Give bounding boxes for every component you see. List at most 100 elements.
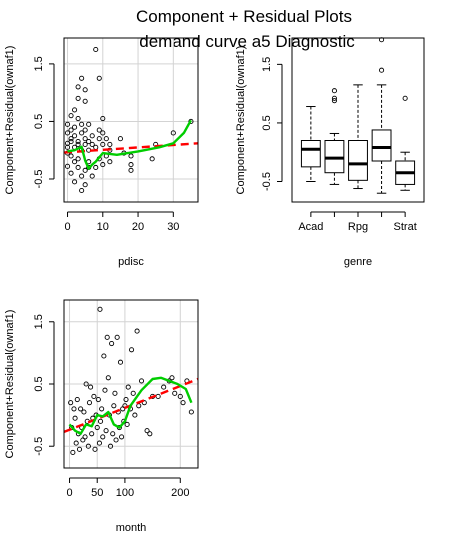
figure-title: Component + Residual Plots bbox=[136, 7, 352, 26]
data-point bbox=[109, 341, 115, 347]
data-point bbox=[128, 167, 134, 173]
data-point bbox=[64, 163, 71, 169]
data-point bbox=[82, 98, 88, 104]
data-point bbox=[96, 127, 102, 133]
y-tick-label: 0.5 bbox=[261, 115, 273, 130]
data-point bbox=[138, 378, 145, 384]
data-point bbox=[125, 384, 131, 390]
data-point bbox=[111, 403, 117, 409]
plot-frame bbox=[63, 299, 199, 469]
data-point bbox=[110, 431, 116, 437]
data-point bbox=[71, 406, 77, 412]
data-point bbox=[75, 84, 81, 90]
panel-pdisc: -0.5 0.5 1.5 Component+Residual(ownaf1) 0 10 2… bbox=[4, 37, 199, 268]
data-point bbox=[144, 428, 150, 434]
data-point bbox=[89, 141, 95, 148]
data-point bbox=[75, 141, 81, 148]
x-tick-label: 30 bbox=[167, 221, 179, 233]
data-point bbox=[103, 428, 109, 434]
x-tick-label: 10 bbox=[97, 221, 109, 233]
y-tick-label: -0.5 bbox=[261, 172, 273, 191]
data-point bbox=[82, 167, 88, 173]
data-point bbox=[89, 133, 95, 139]
data-point bbox=[119, 434, 125, 440]
box-outlier bbox=[402, 95, 408, 101]
data-point bbox=[68, 113, 74, 119]
data-point bbox=[107, 159, 113, 165]
data-point bbox=[180, 400, 186, 406]
smooth-line bbox=[68, 376, 193, 435]
data-point bbox=[172, 390, 178, 396]
data-point bbox=[124, 421, 130, 427]
y-tick-label: -0.5 bbox=[33, 169, 45, 188]
data-point bbox=[70, 449, 76, 455]
x-tick-label: Acad bbox=[298, 221, 323, 233]
data-point bbox=[75, 95, 81, 101]
data-point bbox=[82, 136, 88, 142]
x-tick-label: 100 bbox=[116, 487, 134, 499]
data-point bbox=[114, 334, 120, 340]
data-point bbox=[74, 397, 80, 403]
box-sim bbox=[371, 129, 392, 162]
data-point bbox=[82, 87, 88, 93]
y-tick-label: 0.5 bbox=[33, 114, 45, 129]
box-outlier bbox=[331, 88, 337, 94]
data-point bbox=[97, 418, 104, 424]
data-point bbox=[104, 334, 110, 340]
data-point bbox=[107, 443, 114, 449]
data-point bbox=[100, 130, 106, 136]
y-tick-label: 1.5 bbox=[33, 314, 45, 329]
data-point bbox=[83, 381, 89, 387]
data-point bbox=[100, 162, 106, 168]
data-point bbox=[72, 124, 78, 130]
data-point bbox=[86, 121, 92, 127]
data-point bbox=[149, 156, 155, 162]
data-point bbox=[161, 384, 167, 390]
data-point bbox=[97, 306, 103, 312]
data-point bbox=[95, 397, 101, 403]
data-point bbox=[101, 353, 107, 359]
data-point bbox=[85, 443, 91, 449]
data-point bbox=[99, 406, 105, 412]
data-point bbox=[136, 403, 142, 409]
data-point bbox=[91, 393, 97, 399]
data-point bbox=[100, 141, 106, 148]
box-acad bbox=[300, 140, 321, 168]
box-outlier bbox=[379, 67, 385, 73]
y-axis-label: Component+Residual(ownaf1) bbox=[4, 310, 16, 459]
data-point bbox=[123, 397, 129, 403]
x-axis-label: month bbox=[116, 522, 147, 534]
data-point bbox=[177, 393, 183, 399]
data-point bbox=[75, 164, 81, 171]
data-point bbox=[78, 406, 84, 412]
panel-genre: -0.5 0.5 1.5 Component+Residual(ownaf1) Acad… bbox=[235, 37, 425, 268]
panel-month: -0.5 0.5 1.5 Component+Residual(ownaf1) 0 50 1… bbox=[4, 299, 199, 534]
data-point bbox=[79, 130, 85, 136]
data-point bbox=[72, 107, 78, 113]
data-point bbox=[82, 127, 88, 133]
data-point bbox=[141, 400, 147, 406]
data-point bbox=[128, 162, 134, 168]
data-point bbox=[79, 187, 85, 194]
data-point bbox=[82, 141, 88, 148]
data-point bbox=[92, 446, 98, 452]
data-point bbox=[76, 446, 83, 452]
data-point bbox=[79, 75, 85, 81]
data-point bbox=[72, 415, 78, 421]
data-point bbox=[72, 133, 78, 139]
data-point bbox=[75, 156, 81, 162]
data-point bbox=[82, 434, 88, 440]
data-point bbox=[89, 431, 95, 437]
data-point bbox=[188, 409, 194, 415]
data-point bbox=[68, 139, 74, 145]
data-point bbox=[89, 173, 95, 179]
data-point bbox=[93, 46, 99, 53]
data-point bbox=[88, 384, 94, 390]
data-point bbox=[68, 170, 74, 176]
y-tick-label: 1.5 bbox=[261, 57, 273, 72]
data-point bbox=[155, 393, 161, 399]
data-point bbox=[79, 173, 85, 179]
data-point bbox=[112, 390, 118, 396]
data-point bbox=[96, 75, 102, 81]
